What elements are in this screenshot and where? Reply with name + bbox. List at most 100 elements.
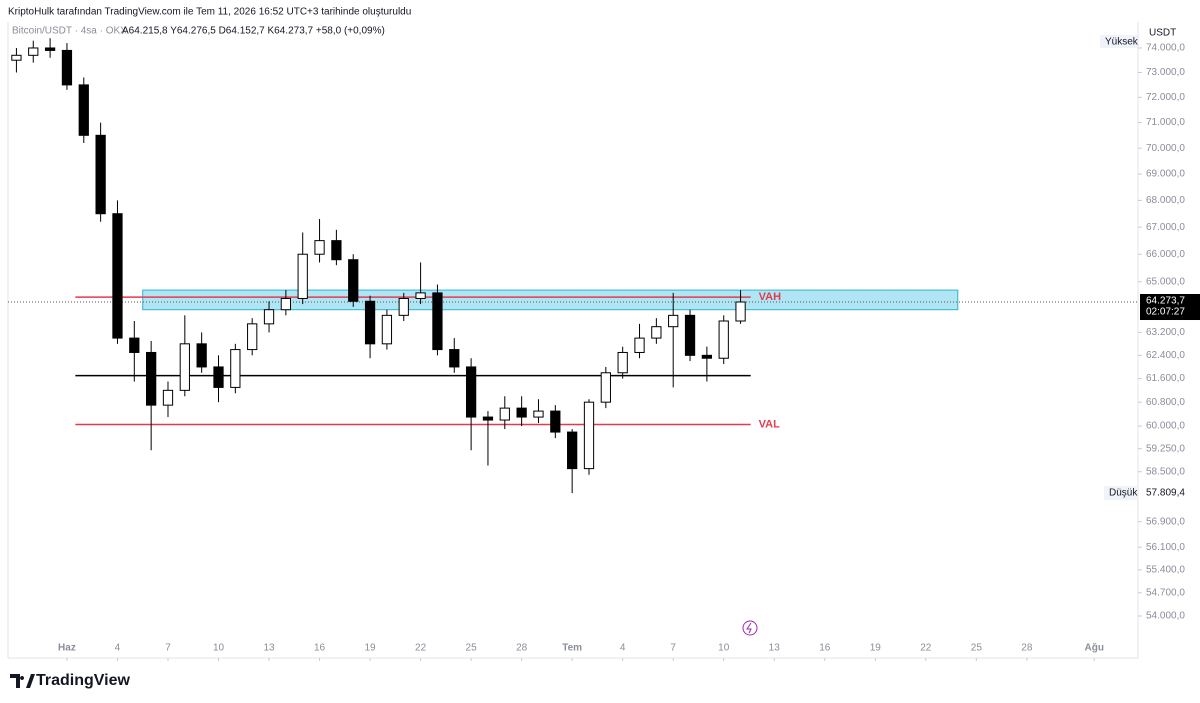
candle-body [112,213,123,339]
candle-body [735,301,746,322]
y-tick-label: 69.000,0 [1146,169,1185,180]
candle-body [95,134,106,215]
candle-body [196,343,207,368]
candle-body [617,351,628,374]
candle-body [179,343,190,391]
candle-body [381,314,393,345]
x-tick-label: 19 [365,643,377,654]
price-tag-label: 64.273,7 [1146,296,1185,307]
y-tick-label: 74.000,0 [1146,43,1185,54]
x-tick-label: 7 [670,643,676,654]
x-tick-label: 10 [718,643,730,654]
x-tick-label: 22 [415,643,427,654]
value-area-zone [142,289,959,311]
event-icon-bolt [746,622,752,634]
y-tick-label: 60.800,0 [1146,397,1185,408]
x-tick-label: 16 [819,643,831,654]
high-label: Yüksek [1105,37,1139,48]
candle-body [550,410,561,433]
candle-body [651,326,662,339]
x-tick-label: 28 [1021,643,1033,654]
candle-body [44,47,56,51]
candle-body [684,314,696,356]
x-tick-label: 16 [314,643,326,654]
candle-body [263,309,275,325]
y-tick-label: 73.000,0 [1146,67,1185,78]
x-tick-label: 25 [971,643,983,654]
candle-body [280,297,291,311]
y-tick-label: 63.200,0 [1146,327,1185,338]
y-tick-label: 71.000,0 [1146,117,1185,128]
candle-body [348,259,359,302]
candle-body [213,366,224,388]
candle-body [415,292,426,299]
low-tag [1104,486,1138,501]
y-tick-label: 70.000,0 [1146,143,1185,154]
candle-body [129,337,140,353]
y-tick-label: 56.900,0 [1146,516,1185,527]
y-tick-label: 59.250,0 [1146,443,1185,454]
candle-body [331,240,342,261]
y-tick-label: 58.500,0 [1146,466,1185,477]
x-tick-label: 28 [516,643,528,654]
candle-body [567,431,578,470]
ohlc-legend: A64.215,8 Y64.276,5 D64.152,7 K64.273,7 … [122,26,385,37]
low-label: Düşük [1109,488,1138,499]
candle-body [78,84,89,136]
candle-body [465,366,477,418]
x-tick-label: 4 [115,643,121,654]
y-tick-label: 54.700,0 [1146,587,1185,598]
level-label: VAH [759,291,781,303]
x-tick-label: Ağu [1084,643,1103,654]
currency: USDT [1149,28,1176,39]
y-tick-label: 55.400,0 [1146,564,1185,575]
y-tick-label: 61.600,0 [1146,373,1185,384]
event-icon[interactable] [742,620,758,636]
y-tick-label: 65.000,0 [1146,276,1185,287]
candle-body [482,416,494,421]
candle-body [432,292,443,351]
candle-body [364,300,376,345]
y-tick-label: 60.000,0 [1146,421,1185,432]
candle-body [668,314,679,328]
x-tick-label: Haz [58,643,76,654]
candle-body [718,320,729,359]
y-tick-label: 68.000,0 [1146,195,1185,206]
logo-text: TradingView [36,672,131,689]
candle-body [11,54,22,61]
candle-body [297,253,308,299]
x-tick-label: 10 [213,643,225,654]
low-value: 57.809,4 [1146,488,1185,499]
x-tick-label: 22 [920,643,932,654]
y-tick-label: 66.000,0 [1146,249,1185,260]
candle-body [398,297,409,316]
candle-body [146,351,157,406]
x-tick-label: 25 [466,643,478,654]
candle-body [499,407,510,421]
candle-body [583,401,595,470]
price-tag [1140,294,1200,321]
y-tick-label: 62.400,0 [1146,350,1185,361]
candle-body [600,372,611,403]
x-tick-label: 13 [769,643,781,654]
y-tick-label: 67.000,0 [1146,222,1185,233]
candle-body [162,389,174,406]
candle-body [247,323,258,351]
x-tick-label: 7 [165,643,171,654]
level-label: VAL [759,418,780,430]
symbol: Bitcoin/USDT · 4sa · OKX [12,26,127,37]
candle-body [634,337,645,353]
candle-body [314,240,325,255]
candle-body [28,47,39,56]
credit: KriptoHulk tarafından TradingView.com il… [8,7,411,18]
x-tick-label: Tem [562,643,582,654]
x-tick-label: 4 [620,643,626,654]
y-tick-label: 54.000,0 [1146,611,1185,622]
candle-body [449,349,460,368]
y-tick-label: 56.100,0 [1146,542,1185,553]
y-tick-label: 72.000,0 [1146,92,1185,103]
logo [10,674,35,688]
countdown: 02:07:27 [1146,307,1185,318]
candle-body [61,49,73,86]
